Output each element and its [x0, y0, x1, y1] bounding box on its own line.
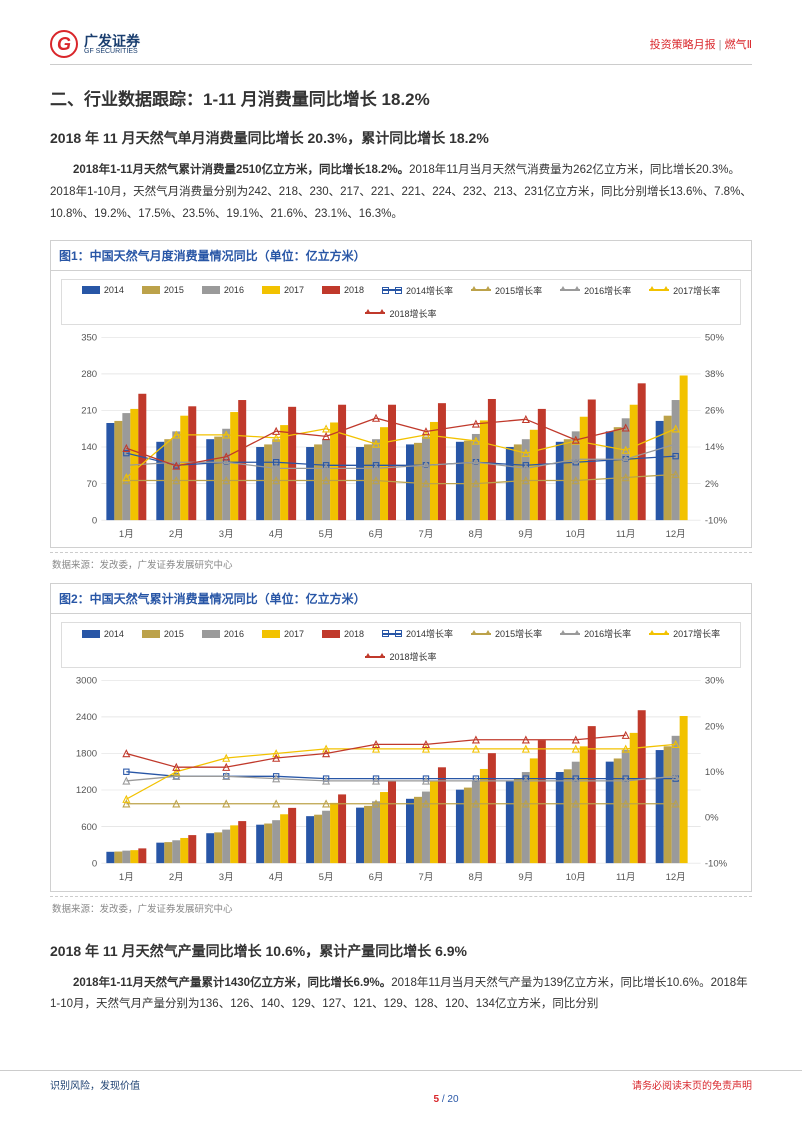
svg-text:350: 350 — [81, 332, 97, 343]
svg-text:8月: 8月 — [468, 872, 483, 883]
svg-text:2400: 2400 — [76, 712, 97, 723]
figure-2: 图2：中国天然气累计消费量情况同比（单位：亿立方米） 2014201520162… — [50, 583, 752, 892]
para-2-bold: 2018年1-11月天然气产量累计1430亿立方米，同比增长6.9%。 — [73, 977, 391, 989]
figure-2-chart: 0 600 1200 1800 2400 3000 -10% 0% 10% 20% 30% 1月 2月 3… — [61, 674, 741, 887]
figure-1: 图1：中国天然气月度消费量情况同比（单位：亿立方米） 2014201520162… — [50, 240, 752, 549]
svg-text:3000: 3000 — [76, 676, 97, 687]
svg-text:3月: 3月 — [219, 529, 234, 540]
svg-text:1月: 1月 — [119, 529, 134, 540]
svg-text:210: 210 — [81, 405, 97, 416]
svg-text:1月: 1月 — [119, 872, 134, 883]
svg-text:1200: 1200 — [76, 785, 97, 796]
para-1-bold: 2018年1-11月天然气累计消费量2510亿立方米，同比增长18.2%。 — [73, 164, 409, 176]
svg-text:26%: 26% — [705, 405, 725, 416]
figure-1-chart: 0 70 140 210 280 350 -10% 2% 14% 26% 38% 50% 1月 2月 3月 4… — [61, 331, 741, 544]
subsection-1-title: 2018 年 11 月天然气单月消费量同比增长 20.3%，累计同比增长 18.… — [50, 128, 752, 148]
svg-text:-10%: -10% — [705, 858, 728, 869]
svg-text:50%: 50% — [705, 332, 725, 343]
footer-left: 识别风险，发现价值 — [50, 1077, 140, 1092]
figure-2-source: 数据来源：发改委，广发证券发展研究中心 — [50, 896, 752, 927]
svg-text:280: 280 — [81, 369, 97, 380]
logo-cn: 广发证券 — [84, 34, 140, 48]
svg-text:11月: 11月 — [616, 529, 635, 540]
footer-right: 请务必阅读末页的免责声明 — [140, 1077, 752, 1092]
svg-text:2月: 2月 — [169, 872, 184, 883]
svg-text:7月: 7月 — [419, 529, 434, 540]
figure-1-source: 数据来源：发改委，广发证券发展研究中心 — [50, 552, 752, 583]
svg-text:600: 600 — [81, 822, 97, 833]
svg-text:14%: 14% — [705, 442, 725, 453]
paragraph-1: 2018年1-11月天然气累计消费量2510亿立方米，同比增长18.2%。201… — [50, 160, 752, 226]
svg-text:12月: 12月 — [666, 529, 686, 540]
svg-text:2%: 2% — [705, 478, 719, 489]
page-footer: 识别风险，发现价值 请务必阅读末页的免责声明 5 / 20 — [0, 1070, 802, 1125]
svg-text:6月: 6月 — [369, 529, 384, 540]
svg-text:8月: 8月 — [468, 529, 483, 540]
svg-text:4月: 4月 — [269, 529, 284, 540]
svg-text:-10%: -10% — [705, 515, 728, 526]
page-number: 5 / 20 — [140, 1094, 752, 1105]
svg-text:10月: 10月 — [566, 529, 586, 540]
paragraph-2: 2018年1-11月天然气产量累计1430亿立方米，同比增长6.9%。2018年… — [50, 973, 752, 1017]
logo-en: GF SECURITIES — [84, 48, 140, 55]
figure-2-title: 图2：中国天然气累计消费量情况同比（单位：亿立方米） — [51, 584, 751, 614]
header-category: 投资策略月报 | 燃气Ⅱ — [650, 36, 752, 52]
logo: G 广发证券 GF SECURITIES — [50, 30, 140, 58]
svg-text:140: 140 — [81, 442, 97, 453]
svg-text:2月: 2月 — [169, 529, 184, 540]
header-cat-1: 投资策略月报 — [650, 39, 716, 51]
svg-text:70: 70 — [87, 478, 98, 489]
svg-text:20%: 20% — [705, 721, 725, 732]
svg-text:4月: 4月 — [269, 872, 284, 883]
subsection-2-title: 2018 年 11 月天然气产量同比增长 10.6%，累计产量同比增长 6.9% — [50, 941, 752, 961]
svg-text:5月: 5月 — [319, 529, 334, 540]
svg-text:0: 0 — [92, 858, 97, 869]
svg-text:12月: 12月 — [666, 872, 686, 883]
svg-text:11月: 11月 — [616, 872, 635, 883]
logo-icon: G — [50, 30, 78, 58]
section-title: 二、行业数据跟踪：1-11 月消费量同比增长 18.2% — [50, 85, 752, 110]
svg-text:9月: 9月 — [518, 529, 533, 540]
svg-text:1800: 1800 — [76, 749, 97, 760]
svg-text:7月: 7月 — [419, 872, 434, 883]
svg-text:38%: 38% — [705, 369, 725, 380]
figure-1-title: 图1：中国天然气月度消费量情况同比（单位：亿立方米） — [51, 241, 751, 271]
page-total: 20 — [447, 1094, 458, 1105]
figure-2-legend: 201420152016201720182014增长率2015增长率2016增长… — [61, 622, 741, 668]
figure-1-legend: 201420152016201720182014增长率2015增长率2016增长… — [61, 279, 741, 325]
svg-text:10月: 10月 — [566, 872, 586, 883]
svg-text:5月: 5月 — [319, 872, 334, 883]
header-cat-2: 燃气Ⅱ — [725, 39, 752, 51]
svg-text:6月: 6月 — [369, 872, 384, 883]
svg-text:10%: 10% — [705, 767, 725, 778]
svg-text:3月: 3月 — [219, 872, 234, 883]
svg-text:0%: 0% — [705, 813, 719, 824]
svg-text:30%: 30% — [705, 676, 725, 687]
svg-text:0: 0 — [92, 515, 97, 526]
svg-text:9月: 9月 — [518, 872, 533, 883]
page-header: G 广发证券 GF SECURITIES 投资策略月报 | 燃气Ⅱ — [50, 30, 752, 65]
